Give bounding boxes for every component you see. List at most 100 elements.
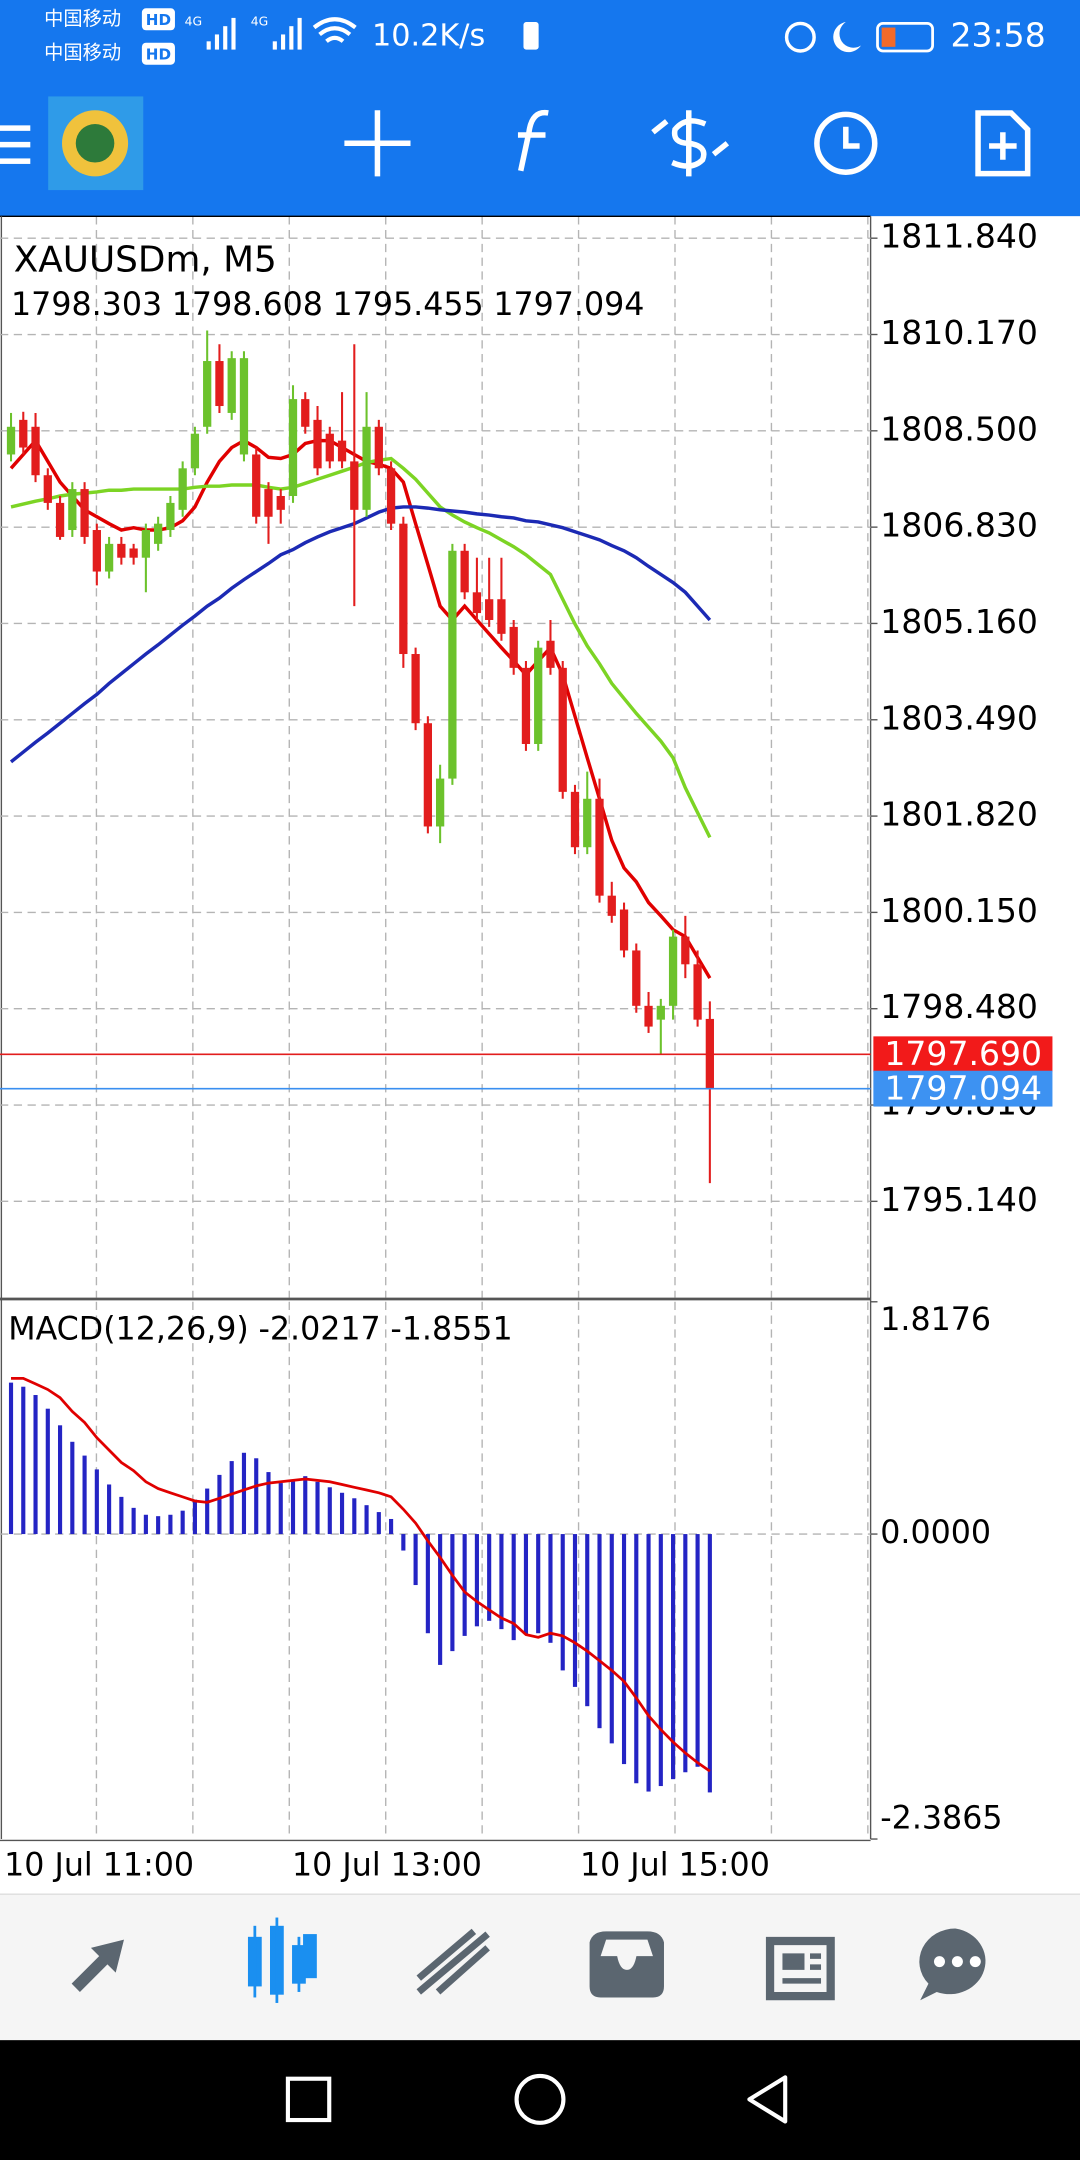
back-button[interactable] [747, 2075, 788, 2124]
battery-icon [876, 22, 934, 53]
candle-body [337, 440, 347, 462]
candle-body [43, 475, 52, 503]
macd-bar [671, 1534, 676, 1780]
macd-tick-label: 0.0000 [880, 1515, 991, 1551]
sim-icon [523, 22, 539, 50]
macd-bar [143, 1514, 148, 1535]
macd-bar [401, 1534, 406, 1551]
bid-label: 1797.690 [884, 1034, 1042, 1073]
macd-bar [621, 1534, 627, 1765]
candle-body [509, 626, 518, 668]
moving-average-line [10, 456, 712, 839]
open-value: 1798.303 [11, 287, 162, 323]
indicators-button[interactable] [517, 109, 549, 172]
chart-tab[interactable] [247, 1917, 317, 2003]
candle-body [117, 543, 126, 558]
bid-label-box [873, 1036, 1053, 1073]
macd-bar [339, 1492, 345, 1535]
macd-label: MACD(12,26,9) [8, 1312, 249, 1348]
candle-body [350, 461, 359, 510]
candle-body [448, 550, 457, 779]
trade-tab[interactable] [416, 1928, 490, 1995]
y-tick-label: 1810.170 [880, 313, 1038, 352]
candle-body [411, 654, 420, 724]
candle-body [129, 548, 138, 558]
alarm-icon [784, 21, 816, 53]
macd-bar [57, 1425, 63, 1535]
close-label-box [873, 1070, 1053, 1107]
y-tick-label: 1800.150 [880, 891, 1038, 930]
crosshair-button[interactable] [344, 110, 411, 177]
candle-body [80, 489, 89, 537]
chat-tab[interactable] [919, 1928, 986, 2001]
plot: 1811.840 1810.170 1808.500 1806.830 1805.160… [0, 217, 1053, 1884]
candle-body [681, 936, 690, 965]
trade-button[interactable] [651, 110, 730, 177]
macd-bar [94, 1469, 99, 1535]
candle-body [203, 361, 212, 427]
app-header [0, 0, 1080, 217]
recents-button[interactable] [285, 2076, 332, 2123]
macd-bar [254, 1458, 259, 1535]
menu-button[interactable] [0, 125, 31, 164]
signal-icon [272, 17, 302, 50]
macd-tick-label: -2.3865 [880, 1801, 1002, 1837]
macd-bar [303, 1476, 308, 1535]
macd-bar [438, 1534, 443, 1665]
moving-average-line [9, 505, 712, 764]
macd-bar [413, 1534, 418, 1586]
macd-bar [585, 1534, 590, 1707]
home-button[interactable] [514, 2073, 566, 2125]
macd-bar [266, 1472, 271, 1535]
macd-bar [21, 1386, 26, 1535]
macd-bar [425, 1534, 430, 1634]
macd-bar [364, 1505, 369, 1535]
nav-bar [0, 2040, 1080, 2160]
candle-body [534, 647, 543, 744]
macd-bar [229, 1461, 234, 1535]
macd-bar [168, 1514, 173, 1535]
timeframe-button[interactable] [814, 111, 878, 175]
carrier: 中国移动 [44, 41, 121, 64]
y-tick-label: 1806.830 [880, 506, 1038, 545]
y-tick-label: 1795.140 [880, 1180, 1038, 1219]
candle-body [644, 1005, 653, 1027]
candle-body [325, 433, 334, 462]
candle-body [19, 419, 28, 448]
macd-bar [290, 1480, 296, 1535]
candle-body [92, 530, 101, 572]
app-logo[interactable] [48, 96, 144, 191]
macd-bar [8, 1382, 14, 1535]
candle-body [607, 895, 616, 916]
macd-bar [241, 1452, 247, 1535]
network-type: 4G [185, 14, 202, 29]
low-value: 1795.455 [333, 287, 484, 323]
macd-bar [45, 1408, 50, 1535]
chat-dots [933, 1956, 981, 1968]
moving-average-line [9, 437, 712, 980]
x-tick-label: 10 Jul 15:00 [580, 1848, 770, 1884]
macd-bar [609, 1534, 614, 1744]
quotes-tab[interactable] [71, 1939, 124, 1992]
signal-line [11, 1377, 711, 1773]
y-tick-label: 1805.160 [880, 602, 1038, 641]
history-tab[interactable] [589, 1931, 664, 1998]
macd-bar [646, 1534, 651, 1792]
macd-bar [70, 1441, 75, 1535]
candle-body [558, 667, 567, 792]
macd-bar [487, 1534, 492, 1621]
macd-bar [33, 1395, 38, 1535]
news-tab[interactable] [765, 1936, 835, 2001]
macd-bar [278, 1483, 283, 1535]
candle-body [31, 426, 40, 476]
close-value: 1797.094 [493, 287, 644, 323]
wifi-icon [312, 17, 357, 43]
candle-body [460, 550, 469, 593]
candle-body [632, 950, 641, 1006]
macd-bar [474, 1534, 479, 1627]
candle-body [190, 433, 200, 469]
new-order-button[interactable] [975, 110, 1031, 177]
candle-body [141, 530, 151, 558]
macd-bar [315, 1481, 320, 1535]
